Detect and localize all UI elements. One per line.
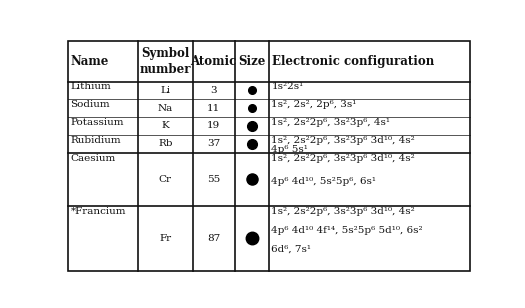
Text: Cr: Cr [159,175,172,184]
Text: 1s², 2s²2p⁶, 3s²3p⁶, 4s¹: 1s², 2s²2p⁶, 3s²3p⁶, 4s¹ [271,118,391,127]
Text: Size: Size [238,55,266,67]
Text: Caesium: Caesium [70,153,116,163]
Text: 1s²2s¹: 1s²2s¹ [271,82,304,91]
Text: Sodium: Sodium [70,100,110,109]
Text: 37: 37 [207,139,220,148]
Text: Symbol
number: Symbol number [140,47,191,75]
Text: 87: 87 [207,234,220,243]
Text: Rubidium: Rubidium [70,136,121,144]
Text: Potassium: Potassium [70,118,124,127]
Text: 1s², 2s², 2p⁶, 3s¹: 1s², 2s², 2p⁶, 3s¹ [271,100,357,109]
Text: 1s², 2s²2p⁶, 3s²3p⁶ 3d¹⁰, 4s²: 1s², 2s²2p⁶, 3s²3p⁶ 3d¹⁰, 4s² [271,136,415,144]
Text: 1s², 2s²2p⁶, 3s²3p⁶ 3d¹⁰, 4s²: 1s², 2s²2p⁶, 3s²3p⁶ 3d¹⁰, 4s² [271,153,415,163]
Text: Na: Na [158,104,173,113]
Text: 6d⁶, 7s¹: 6d⁶, 7s¹ [271,245,311,254]
Text: 11: 11 [207,104,220,113]
Text: 4p⁶ 4d¹⁰, 5s²5p⁶, 6s¹: 4p⁶ 4d¹⁰, 5s²5p⁶, 6s¹ [271,177,376,186]
Text: K: K [162,121,169,131]
Text: Atomic: Atomic [191,55,237,67]
Text: Name: Name [70,55,109,67]
Text: Lithium: Lithium [70,82,111,91]
Text: 4p⁶ 5s¹: 4p⁶ 5s¹ [271,145,308,154]
Text: 55: 55 [207,175,220,184]
Text: 3: 3 [211,86,217,95]
Text: Li: Li [160,86,171,95]
Text: 1s², 2s²2p⁶, 3s²3p⁶ 3d¹⁰, 4s²: 1s², 2s²2p⁶, 3s²3p⁶ 3d¹⁰, 4s² [271,207,415,216]
Text: *Francium: *Francium [70,207,126,216]
Text: Electronic configuration: Electronic configuration [272,55,434,67]
Text: Rb: Rb [158,139,173,148]
Text: Fr: Fr [159,234,171,243]
Text: 19: 19 [207,121,220,131]
Text: 4p⁶ 4d¹⁰ 4f¹⁴, 5s²5p⁶ 5d¹⁰, 6s²: 4p⁶ 4d¹⁰ 4f¹⁴, 5s²5p⁶ 5d¹⁰, 6s² [271,226,423,235]
